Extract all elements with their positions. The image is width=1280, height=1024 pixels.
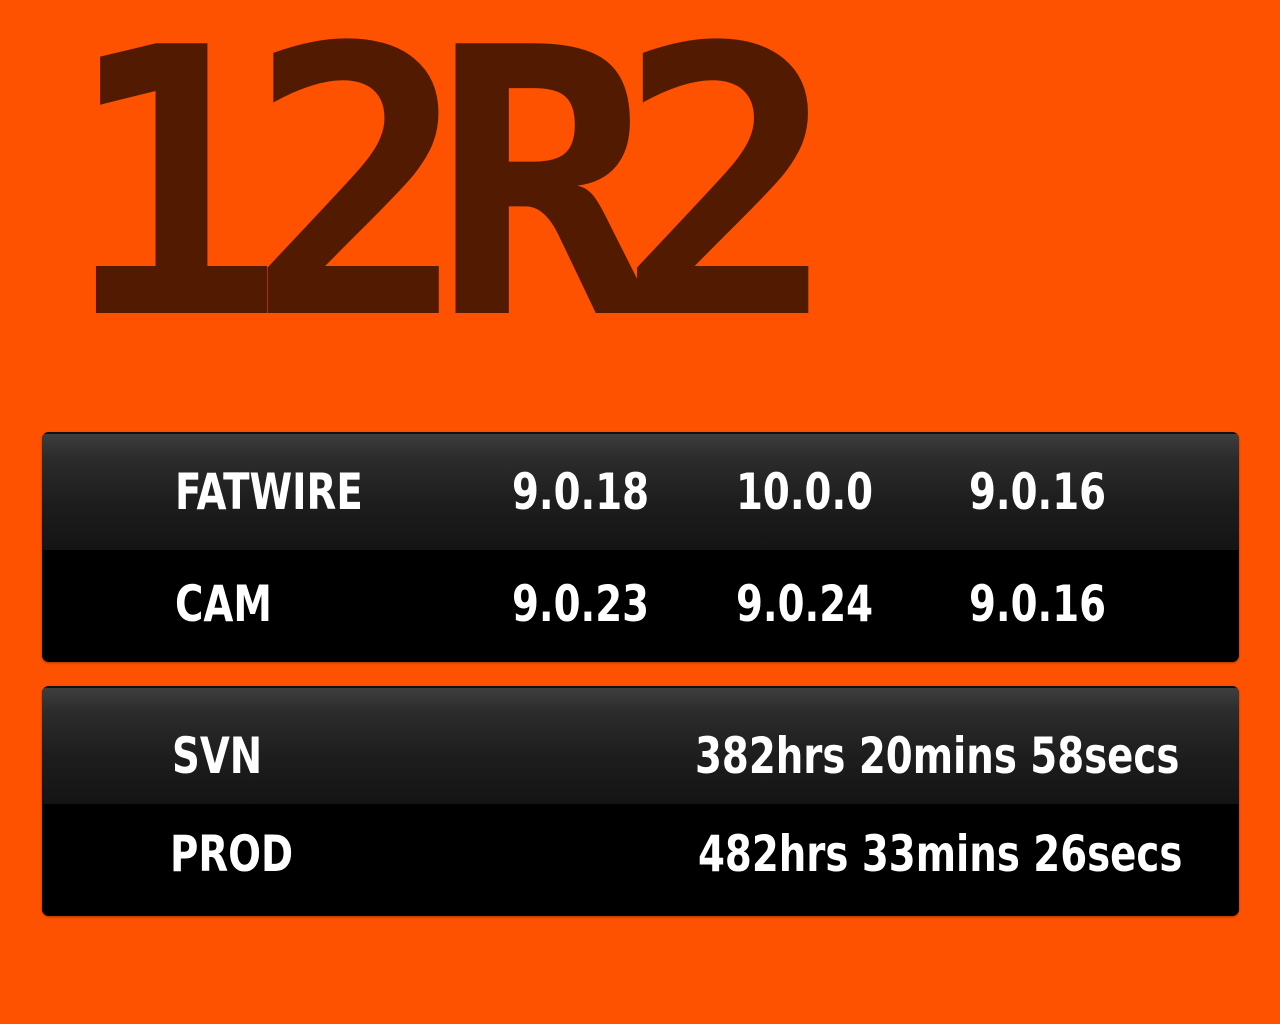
uptime-value: 382hrs 20mins 58secs [695,727,1180,785]
version-value: 9.0.24 [736,575,874,633]
environment-label: SVN [172,727,263,785]
environment-label: PROD [170,825,294,883]
version-row-cam: CAM 9.0.23 9.0.24 9.0.16 [42,550,1239,662]
uptime-value: 482hrs 33mins 26secs [698,825,1183,883]
version-value: 10.0.0 [736,463,874,521]
page-title: 12R2 [62,0,839,401]
version-value: 9.0.16 [969,463,1107,521]
version-value: 9.0.23 [512,575,650,633]
versions-panel: FATWIRE 9.0.18 10.0.0 9.0.16 CAM 9.0.23 … [42,432,1239,662]
version-value: 9.0.16 [969,575,1107,633]
uptime-row-prod: PROD 482hrs 33mins 26secs [42,804,1239,916]
uptime-panel: SVN 382hrs 20mins 58secs PROD 482hrs 33m… [42,686,1239,916]
component-label: FATWIRE [175,463,363,521]
component-label: CAM [175,575,272,633]
uptime-row-svn: SVN 382hrs 20mins 58secs [42,686,1239,804]
version-value: 9.0.18 [512,463,650,521]
version-row-fatwire: FATWIRE 9.0.18 10.0.0 9.0.16 [42,432,1239,550]
